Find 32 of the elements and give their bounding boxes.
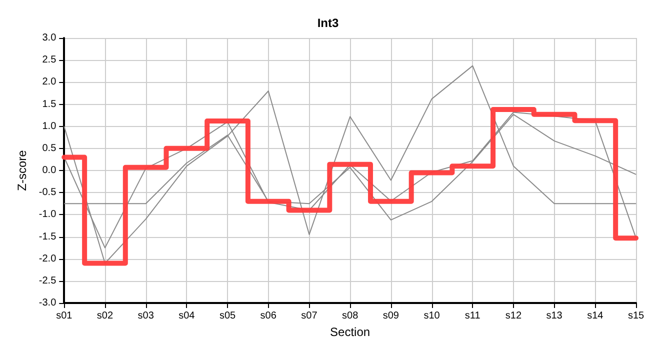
x-tick-label: s15 [628,310,644,322]
y-tick-label: 1.0 [42,120,57,132]
y-tick-label: -3.0 [38,298,57,308]
y-tick-label: -2.0 [38,253,57,264]
chart-title: Int3 [317,16,339,30]
y-tick-label: -2.5 [38,275,57,286]
line-series [64,65,636,264]
x-tick-label: s12 [505,310,522,322]
x-tick-label: s14 [587,310,604,322]
y-tick-label: 2.5 [42,54,57,66]
x-tick-label: s08 [342,310,359,322]
x-tick-label: s13 [546,310,563,322]
x-tick-label: s03 [138,310,154,322]
y-tick-label: 0.5 [42,142,57,154]
x-tick-label: s10 [424,310,440,322]
y-tick-label: -0.5 [38,187,57,198]
x-tick-label: s09 [382,310,400,322]
y-tick-label: -1.0 [38,209,57,220]
x-axis-title: Section [330,324,370,339]
x-tick-label: s06 [260,310,277,322]
y-tick-label: 3.0 [42,32,57,44]
y-axis-title: Z-score [15,150,29,191]
x-tick-label: s04 [178,310,196,322]
x-tick-label: s05 [219,310,236,322]
x-tick-label: s01 [56,310,73,322]
x-tick-label: s02 [96,310,114,322]
y-tick-label: 1.5 [42,98,57,110]
y-tick-label: 2.0 [42,76,57,88]
y-tick-label: -1.5 [38,231,57,242]
x-tick-label: s07 [301,310,318,322]
y-tick-label: 0.0 [42,165,57,176]
x-tick-label: s11 [464,310,481,322]
